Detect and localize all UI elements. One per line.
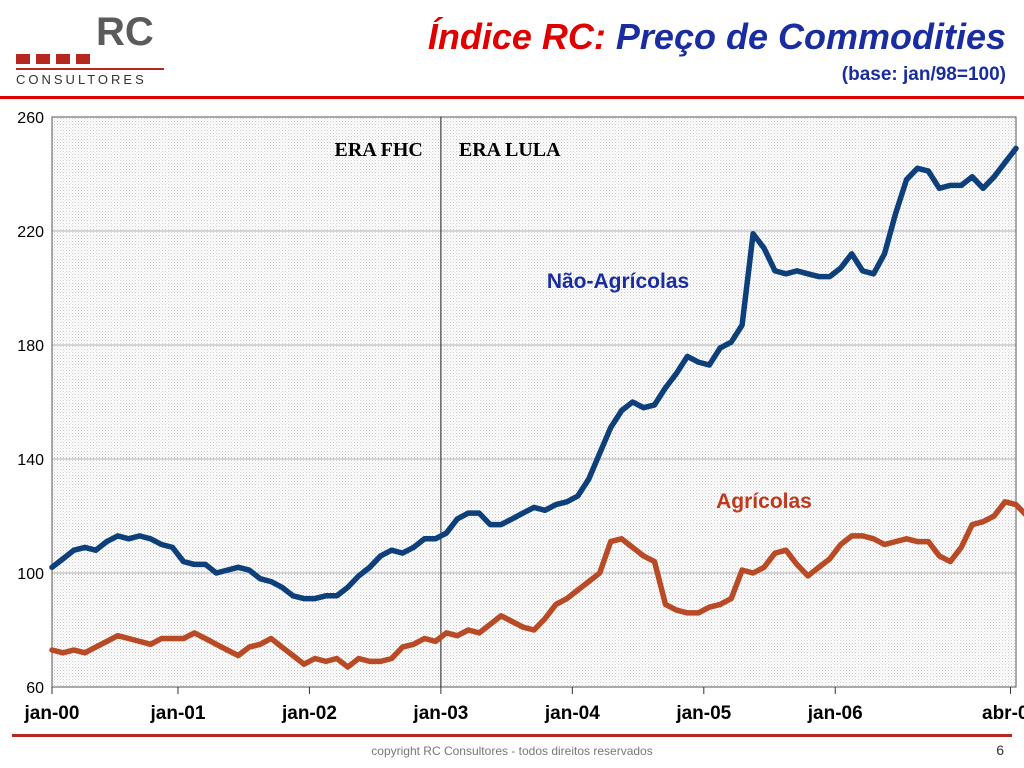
x-tick-label: jan-01 xyxy=(150,703,206,724)
copyright-text: copyright RC Consultores - todos direito… xyxy=(371,744,653,758)
logo-mark: RC xyxy=(96,10,154,54)
y-tick-label: 100 xyxy=(17,566,44,583)
era-label-fhc: ERA FHC xyxy=(335,139,423,161)
era-label-lula: ERA LULA xyxy=(459,139,561,161)
x-tick-label: abr-07 xyxy=(982,703,1024,724)
plot-frame xyxy=(51,116,1017,688)
plot-background xyxy=(52,117,1016,687)
title-divider xyxy=(0,96,1024,99)
series-line-agricolas xyxy=(49,499,1024,670)
page-subtitle: (base: jan/98=100) xyxy=(841,64,1006,85)
y-tick-label: 140 xyxy=(17,452,44,469)
x-tick-label: jan-04 xyxy=(544,703,600,724)
page-title: Índice RC: Preço de Commodities xyxy=(428,16,1006,58)
x-tick-label: jan-05 xyxy=(675,703,731,724)
y-tick-label: 60 xyxy=(26,680,44,697)
logo-rule xyxy=(16,68,164,70)
x-tick-label: jan-03 xyxy=(412,703,468,724)
series-label-nao-agricolas: Não-Agrícolas xyxy=(547,270,689,293)
title-part1: Índice RC: xyxy=(427,16,606,57)
logo-squares xyxy=(16,54,90,64)
x-tick-label: jan-02 xyxy=(281,703,337,724)
x-tick-label: jan-00 xyxy=(24,703,80,724)
y-tick-label: 220 xyxy=(17,224,44,241)
x-tick-label: jan-06 xyxy=(807,703,863,724)
series-line-nao-agricolas xyxy=(49,145,1019,602)
y-tick-label: 260 xyxy=(17,110,44,127)
logo-subtitle: CONSULTORES xyxy=(16,72,147,87)
commodity-index-chart: ERA FHC ERA LULA 60 100 140 180 220 260 jan-00 ja… xyxy=(17,110,1024,724)
page-number: 6 xyxy=(996,742,1004,758)
footer-divider xyxy=(12,734,1012,737)
y-tick-label: 180 xyxy=(17,338,44,355)
title-part2: Preço de Commodities xyxy=(615,16,1006,57)
series-label-agricolas: Agrícolas xyxy=(716,490,812,513)
company-logo: RC CONSULTORES xyxy=(16,10,166,90)
